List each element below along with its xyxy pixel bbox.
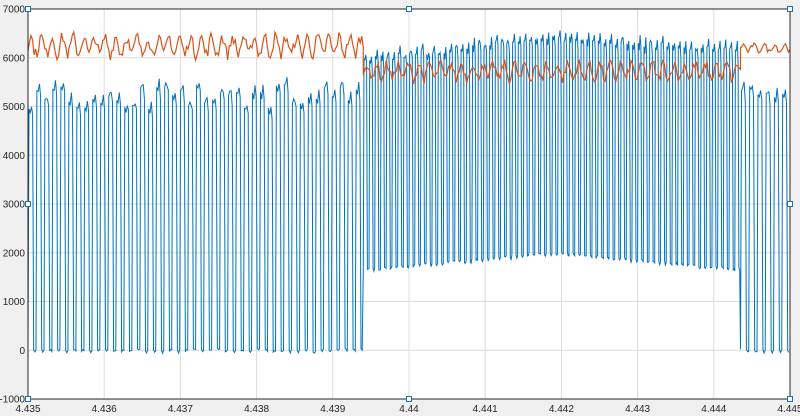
x-tick-labels: 4.435 4.436 4.437 4.438 4.439 4.44 4.441 4.442 4… bbox=[15, 404, 800, 415]
y-tick-label: 6000 bbox=[3, 53, 26, 64]
x-tick-label: 4.439 bbox=[320, 404, 345, 415]
series-line-red bbox=[27, 29, 791, 85]
series-layer bbox=[27, 29, 791, 355]
data-cursor-marker[interactable] bbox=[25, 201, 31, 207]
x-tick-label: 4.437 bbox=[168, 404, 193, 415]
x-tick-label: 4.445 bbox=[777, 404, 800, 415]
x-tick-label: 4.435 bbox=[15, 404, 40, 415]
data-cursor-marker[interactable] bbox=[406, 6, 412, 12]
data-cursor-marker[interactable] bbox=[25, 6, 31, 12]
x-tick-label: 4.443 bbox=[625, 404, 650, 415]
x-tick-label: 4.444 bbox=[701, 404, 726, 415]
y-tick-label: 4000 bbox=[3, 151, 26, 162]
y-tick-labels: -1000 0 1000 2000 3000 4000 5000 6000 7000 bbox=[0, 5, 25, 406]
data-cursor-marker[interactable] bbox=[787, 201, 793, 207]
data-cursor-markers[interactable] bbox=[25, 6, 793, 402]
y-tick-label: -1000 bbox=[0, 395, 25, 406]
x-tick-label: 4.436 bbox=[92, 404, 117, 415]
x-tick-label: 4.442 bbox=[549, 404, 574, 415]
y-tick-label: 7000 bbox=[3, 5, 26, 16]
data-cursor-marker[interactable] bbox=[406, 396, 412, 402]
x-tick-label: 4.44 bbox=[399, 404, 419, 415]
data-cursor-marker[interactable] bbox=[787, 396, 793, 402]
data-cursor-marker[interactable] bbox=[787, 6, 793, 12]
y-tick-label: 3000 bbox=[3, 200, 26, 211]
y-tick-label: 1000 bbox=[3, 297, 26, 308]
y-tick-label: 0 bbox=[19, 346, 25, 357]
y-tick-label: 5000 bbox=[3, 102, 26, 113]
x-tick-label: 4.441 bbox=[473, 404, 498, 415]
data-cursor-marker[interactable] bbox=[25, 396, 31, 402]
series-line-blue bbox=[27, 30, 790, 355]
x-tick-label: 4.438 bbox=[244, 404, 269, 415]
y-tick-label: 2000 bbox=[3, 248, 26, 259]
